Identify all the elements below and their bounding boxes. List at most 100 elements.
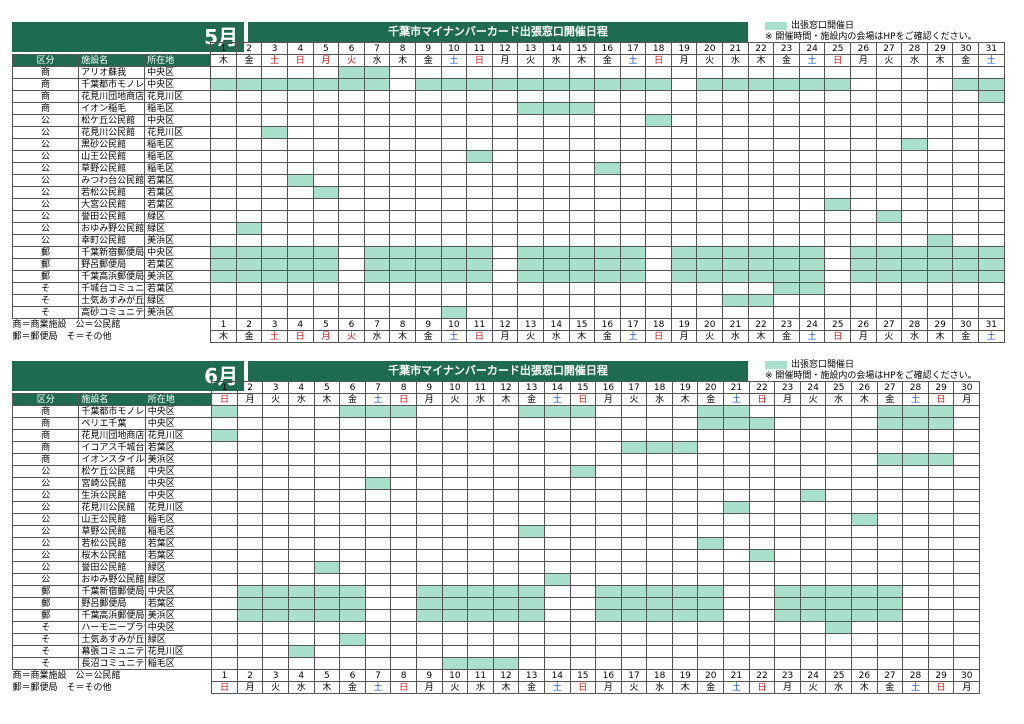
day-cell: [747, 210, 775, 223]
open-day-cell: [517, 258, 544, 271]
day-cell: [440, 174, 468, 187]
open-day-cell: [747, 78, 775, 91]
day-cell: [339, 489, 366, 502]
day-cell: [619, 150, 647, 163]
weekday: 木: [492, 393, 520, 406]
day-cell: [211, 525, 238, 538]
day-cell: [569, 489, 597, 502]
day-cell: [876, 513, 904, 526]
open-day-cell: [595, 585, 622, 598]
day-cell: [262, 405, 289, 418]
day-cell: [261, 198, 288, 211]
weekday: 土: [723, 393, 750, 406]
day-cell: [262, 573, 289, 586]
day-cell: [595, 561, 622, 574]
day-cell: [313, 489, 341, 502]
day-cell: [723, 621, 750, 634]
day-cell: [952, 210, 979, 223]
day-cell: [236, 429, 264, 442]
weekday: 木: [492, 681, 520, 694]
weekday: 土: [440, 54, 468, 67]
day-cell: [774, 453, 801, 466]
day-cell: [491, 234, 519, 247]
day-cell: [773, 186, 800, 199]
weekday: 土: [543, 393, 571, 406]
day-number: 6: [339, 381, 366, 394]
day-cell: [262, 657, 289, 670]
schedule-table: 1 2 3 4 5 6 7 8 9 10 11 12 13 14 15 16 17 18 19 20 21 22 23 24 2…: [11, 381, 980, 694]
day-cell: [901, 186, 928, 199]
note-line-1: 商＝商業施設 公＝公民館: [12, 670, 121, 681]
facility-name: 野呂郵便局: [78, 258, 146, 271]
day-cell: [517, 90, 544, 103]
day-cell: [543, 585, 571, 598]
day-cell: [441, 525, 469, 538]
day-cell: [390, 573, 417, 586]
open-day-cell: [261, 246, 288, 259]
day-cell: [414, 102, 442, 115]
day-cell: [798, 234, 826, 247]
open-day-cell: [876, 609, 904, 622]
day-cell: [953, 621, 980, 634]
day-number: 9: [414, 318, 442, 331]
day-cell: [363, 306, 391, 319]
weekday: 金: [773, 330, 800, 343]
day-cell: [850, 90, 877, 103]
day-cell: [670, 234, 698, 247]
day-cell: [568, 66, 596, 79]
day-cell: [568, 126, 596, 139]
day-number: 19: [671, 381, 699, 394]
day-cell: [748, 657, 776, 670]
day-cell: [851, 477, 878, 490]
day-cell: [645, 306, 672, 319]
day-cell: [774, 501, 801, 514]
facility-ward: 中央区: [144, 246, 212, 259]
facility-name: おゆみ野公民館: [78, 573, 146, 586]
day-cell: [747, 306, 775, 319]
open-day-cell: [876, 597, 904, 610]
open-day-cell: [542, 270, 570, 283]
day-number: 26: [851, 669, 878, 682]
day-cell: [722, 186, 749, 199]
open-day-cell: [236, 609, 264, 622]
day-cell: [748, 645, 776, 658]
open-day-cell: [542, 78, 570, 91]
day-cell: [774, 633, 801, 646]
day-cell: [875, 162, 903, 175]
open-day-cell: [211, 429, 238, 442]
weekday: 木: [568, 54, 596, 67]
open-day-cell: [901, 258, 928, 271]
facility-ward: 若葉区: [144, 282, 212, 295]
open-day-cell: [286, 258, 314, 271]
day-cell: [491, 246, 519, 259]
facility-row: そ高砂コミュニティセンター美浜区: [11, 306, 1005, 319]
facility-kind: 商: [11, 66, 80, 79]
weekday: 火: [517, 330, 544, 343]
day-cell: [773, 198, 800, 211]
day-cell: [824, 174, 852, 187]
day-cell: [363, 102, 391, 115]
day-cell: [722, 90, 749, 103]
weekday: 土: [798, 330, 826, 343]
day-cell: [926, 198, 954, 211]
facility-row: 公山王公民館 稲毛区: [11, 513, 980, 526]
day-cell: [798, 162, 826, 175]
open-day-cell: [774, 585, 801, 598]
day-cell: [415, 645, 443, 658]
day-cell: [492, 477, 520, 490]
facility-kind: 公: [11, 114, 80, 127]
day-cell: [236, 501, 264, 514]
day-cell: [467, 501, 494, 514]
facility-row: 商花見川団地商店街花見川区: [11, 429, 980, 442]
day-cell: [723, 549, 750, 562]
day-cell: [646, 513, 673, 526]
day-cell: [748, 405, 776, 418]
open-day-cell: [262, 597, 289, 610]
day-cell: [518, 561, 545, 574]
open-day-cell: [415, 609, 443, 622]
day-cell: [594, 174, 621, 187]
day-cell: [441, 573, 469, 586]
weekday: 月: [491, 330, 519, 343]
day-cell: [978, 150, 1005, 163]
day-cell: [389, 78, 416, 91]
